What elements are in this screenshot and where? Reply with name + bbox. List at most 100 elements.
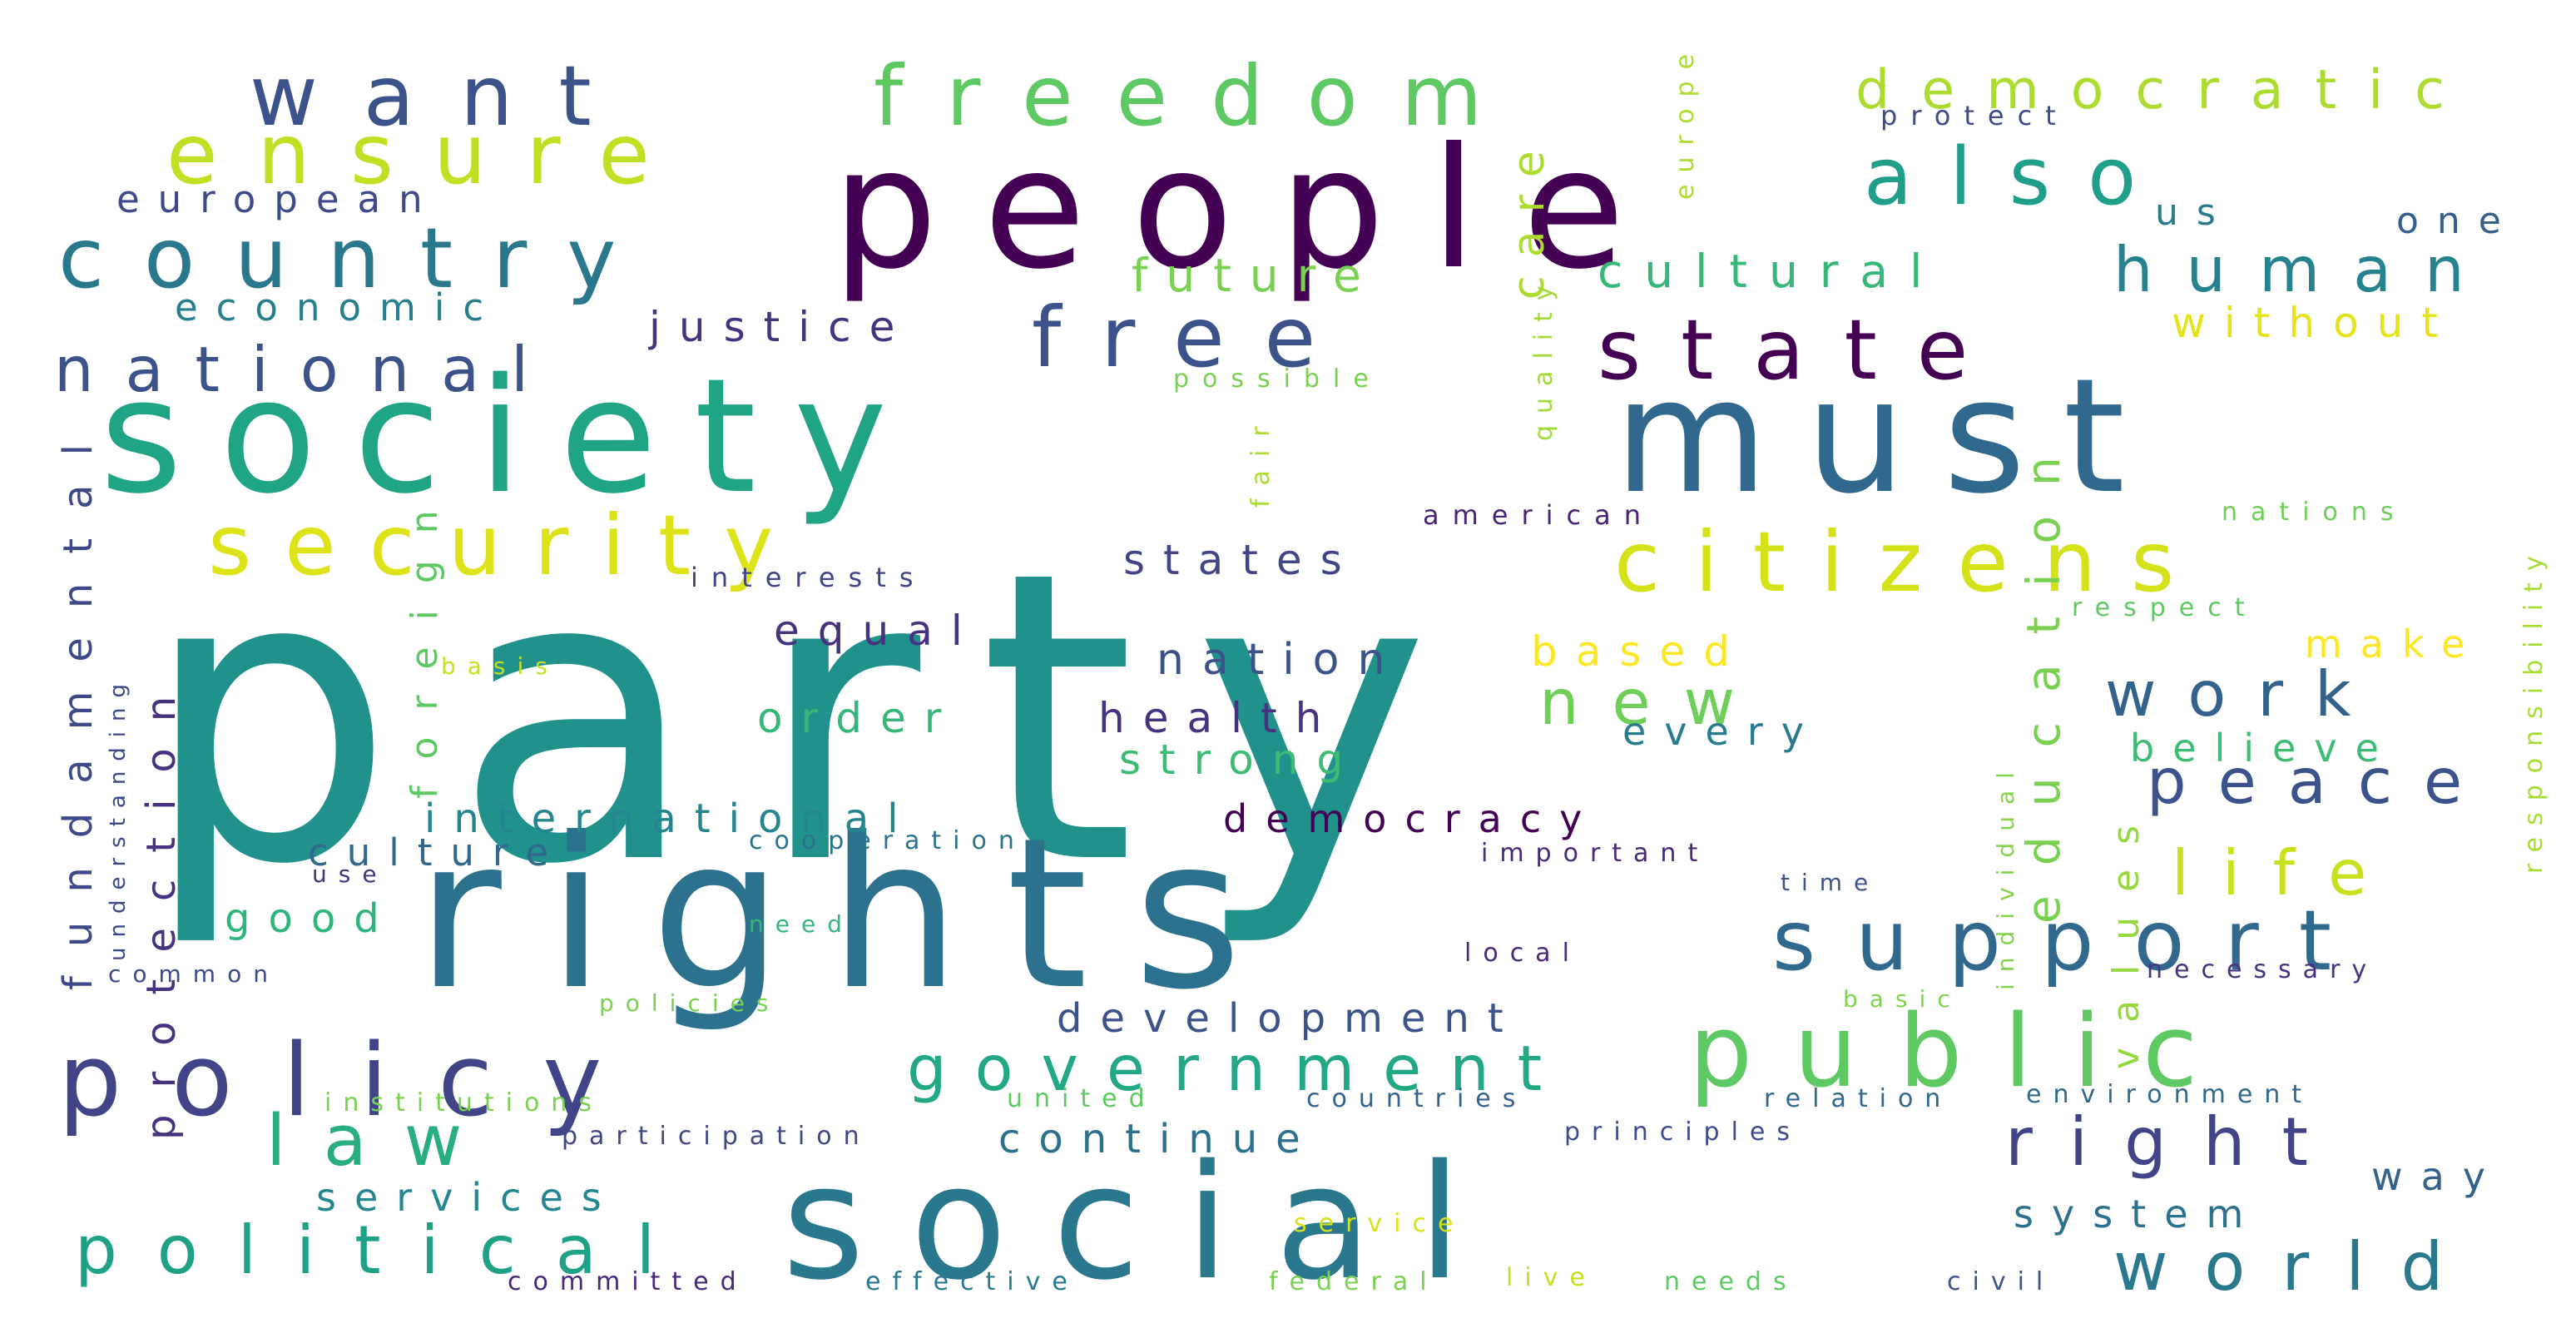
word-policy: policy xyxy=(58,1023,651,1139)
word-european: european xyxy=(116,177,441,221)
word-live: live xyxy=(1506,1263,1597,1292)
word-understanding: understanding xyxy=(106,674,131,961)
word-nation: nation xyxy=(1157,635,1403,685)
word-democracy: democracy xyxy=(1223,796,1600,841)
word-states: states xyxy=(1123,536,1360,584)
word-must: must xyxy=(1614,344,2162,528)
word-new: new xyxy=(1539,666,1768,739)
word-society: society xyxy=(100,344,924,528)
word-time: time xyxy=(1781,869,1880,896)
word-state: state xyxy=(1598,301,2008,399)
word-american: american xyxy=(1423,499,1654,531)
word-nations: nations xyxy=(2222,498,2407,527)
word-strong: strong xyxy=(1119,736,1361,784)
word-policies: policies xyxy=(599,989,780,1017)
word-care: care xyxy=(1504,132,1554,300)
word-health: health xyxy=(1098,694,1340,742)
word-make: make xyxy=(2305,622,2483,667)
word-cooperation: cooperation xyxy=(749,826,1026,855)
word-peace: peace xyxy=(2147,745,2494,818)
word-party: party xyxy=(141,487,1488,952)
word-security: security xyxy=(208,497,806,594)
word-education: education xyxy=(2017,427,2070,924)
word-want: want xyxy=(250,47,637,145)
word-ensure: ensure xyxy=(166,106,690,203)
word-us: us xyxy=(2155,191,2234,234)
word-possible: possible xyxy=(1173,364,1382,394)
word-protection: protection xyxy=(138,670,185,1140)
word-without: without xyxy=(2172,299,2456,347)
word-way: way xyxy=(2371,1154,2504,1199)
word-free: free xyxy=(1032,289,1355,386)
word-basic: basic xyxy=(1843,985,1962,1013)
word-effective: effective xyxy=(865,1267,1079,1296)
word-important: important xyxy=(1481,839,1709,868)
word-rights: rights xyxy=(416,793,1288,1035)
word-system: system xyxy=(2014,1192,2261,1236)
word-believe: believe xyxy=(2130,726,2397,771)
word-international: international xyxy=(424,795,917,842)
word-fair: fair xyxy=(1246,413,1276,508)
word-necessary: necessary xyxy=(2147,955,2378,984)
word-justice: justice xyxy=(648,303,913,351)
word-continue: continue xyxy=(998,1116,1319,1162)
word-every: every xyxy=(1622,709,1822,754)
word-interests: interests xyxy=(691,562,926,593)
word-individual: individual xyxy=(1992,761,2019,990)
word-committed: committed xyxy=(508,1267,748,1296)
word-environment: environment xyxy=(2026,1080,2313,1109)
word-need: need xyxy=(749,910,854,938)
word-country: country xyxy=(58,210,656,307)
word-government: government xyxy=(907,1032,1570,1105)
word-work: work xyxy=(2105,657,2383,731)
word-participation: participation xyxy=(562,1122,871,1151)
word-political: political xyxy=(75,1212,695,1289)
word-also: also xyxy=(1864,131,2173,223)
word-support: support xyxy=(1772,892,2371,989)
word-human: human xyxy=(2113,233,2498,306)
word-one: one xyxy=(2396,200,2519,242)
word-needs: needs xyxy=(1664,1267,1798,1296)
word-responsibility: responsibility xyxy=(2519,544,2549,874)
word-foreign: foreign xyxy=(404,483,446,799)
word-democratic: democratic xyxy=(1855,59,2476,121)
word-development: development xyxy=(1057,995,1522,1042)
word-good: good xyxy=(225,895,398,942)
word-people: people xyxy=(832,112,1671,306)
word-fundamental: fundamental xyxy=(55,415,102,990)
word-civil: civil xyxy=(1947,1267,2054,1296)
word-right: right xyxy=(2005,1103,2345,1181)
word-basis: basis xyxy=(441,652,559,680)
word-common: common xyxy=(108,960,280,988)
word-law: law xyxy=(266,1100,499,1182)
word-united: united xyxy=(1007,1084,1157,1113)
word-countries: countries xyxy=(1306,1084,1527,1113)
word-principles: principles xyxy=(1564,1117,1801,1147)
word-local: local xyxy=(1464,939,1581,968)
word-citizens: citizens xyxy=(1614,513,2209,611)
word-world: world xyxy=(2113,1228,2479,1306)
word-relation: relation xyxy=(1764,1084,1952,1113)
word-public: public xyxy=(1689,994,2239,1110)
word-use: use xyxy=(312,860,389,888)
word-cultural: cultural xyxy=(1598,245,1944,298)
word-institutions: institutions xyxy=(324,1088,603,1117)
word-based: based xyxy=(1531,627,1748,676)
word-order: order xyxy=(757,694,959,742)
word-services: services xyxy=(316,1175,620,1220)
word-life: life xyxy=(2172,836,2400,909)
word-future: future xyxy=(1132,249,1380,302)
word-values: values xyxy=(2105,800,2147,1069)
word-protect: protect xyxy=(1880,100,2069,131)
word-service: service xyxy=(1294,1209,1464,1238)
word-equal: equal xyxy=(774,607,981,655)
word-social: social xyxy=(782,1131,1508,1315)
word-respect: respect xyxy=(2072,593,2258,622)
word-quality: quality xyxy=(1529,274,1558,441)
word-national: national xyxy=(54,333,560,406)
word-economic: economic xyxy=(175,285,502,330)
word-federal: federal xyxy=(1269,1267,1439,1296)
word-culture: culture xyxy=(308,830,567,875)
